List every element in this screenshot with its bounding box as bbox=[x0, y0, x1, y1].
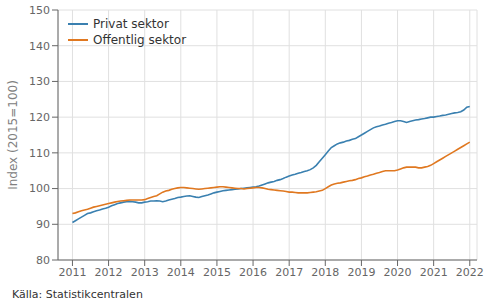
svg-text:140: 140 bbox=[29, 40, 50, 53]
svg-text:2017: 2017 bbox=[275, 266, 303, 279]
html-text:Offentlig sektor: Offentlig sektor bbox=[93, 33, 187, 47]
svg-text:2014: 2014 bbox=[167, 266, 195, 279]
svg-text:2021: 2021 bbox=[420, 266, 448, 279]
svg-text:80: 80 bbox=[36, 254, 50, 267]
svg-text:2015: 2015 bbox=[203, 266, 231, 279]
svg-text:2013: 2013 bbox=[131, 266, 159, 279]
svg-text:100: 100 bbox=[29, 182, 50, 195]
html-text:Källa: Statistikcentralen: Källa: Statistikcentralen bbox=[12, 288, 143, 301]
html-text:Privat sektor: Privat sektor bbox=[93, 17, 169, 31]
svg-text:2011: 2011 bbox=[58, 266, 86, 279]
svg-text:2012: 2012 bbox=[95, 266, 123, 279]
svg-text:2018: 2018 bbox=[311, 266, 339, 279]
svg-text:Index (2015=100): Index (2015=100) bbox=[8, 80, 20, 190]
svg-text:150: 150 bbox=[29, 4, 50, 17]
svg-text:2022: 2022 bbox=[456, 266, 484, 279]
svg-text:2020: 2020 bbox=[384, 266, 412, 279]
svg-text:2019: 2019 bbox=[347, 266, 375, 279]
svg-text:2016: 2016 bbox=[239, 266, 267, 279]
svg-text:90: 90 bbox=[36, 218, 50, 231]
svg-text:110: 110 bbox=[29, 147, 50, 160]
svg-text:120: 120 bbox=[29, 111, 50, 124]
svg-text:130: 130 bbox=[29, 75, 50, 88]
